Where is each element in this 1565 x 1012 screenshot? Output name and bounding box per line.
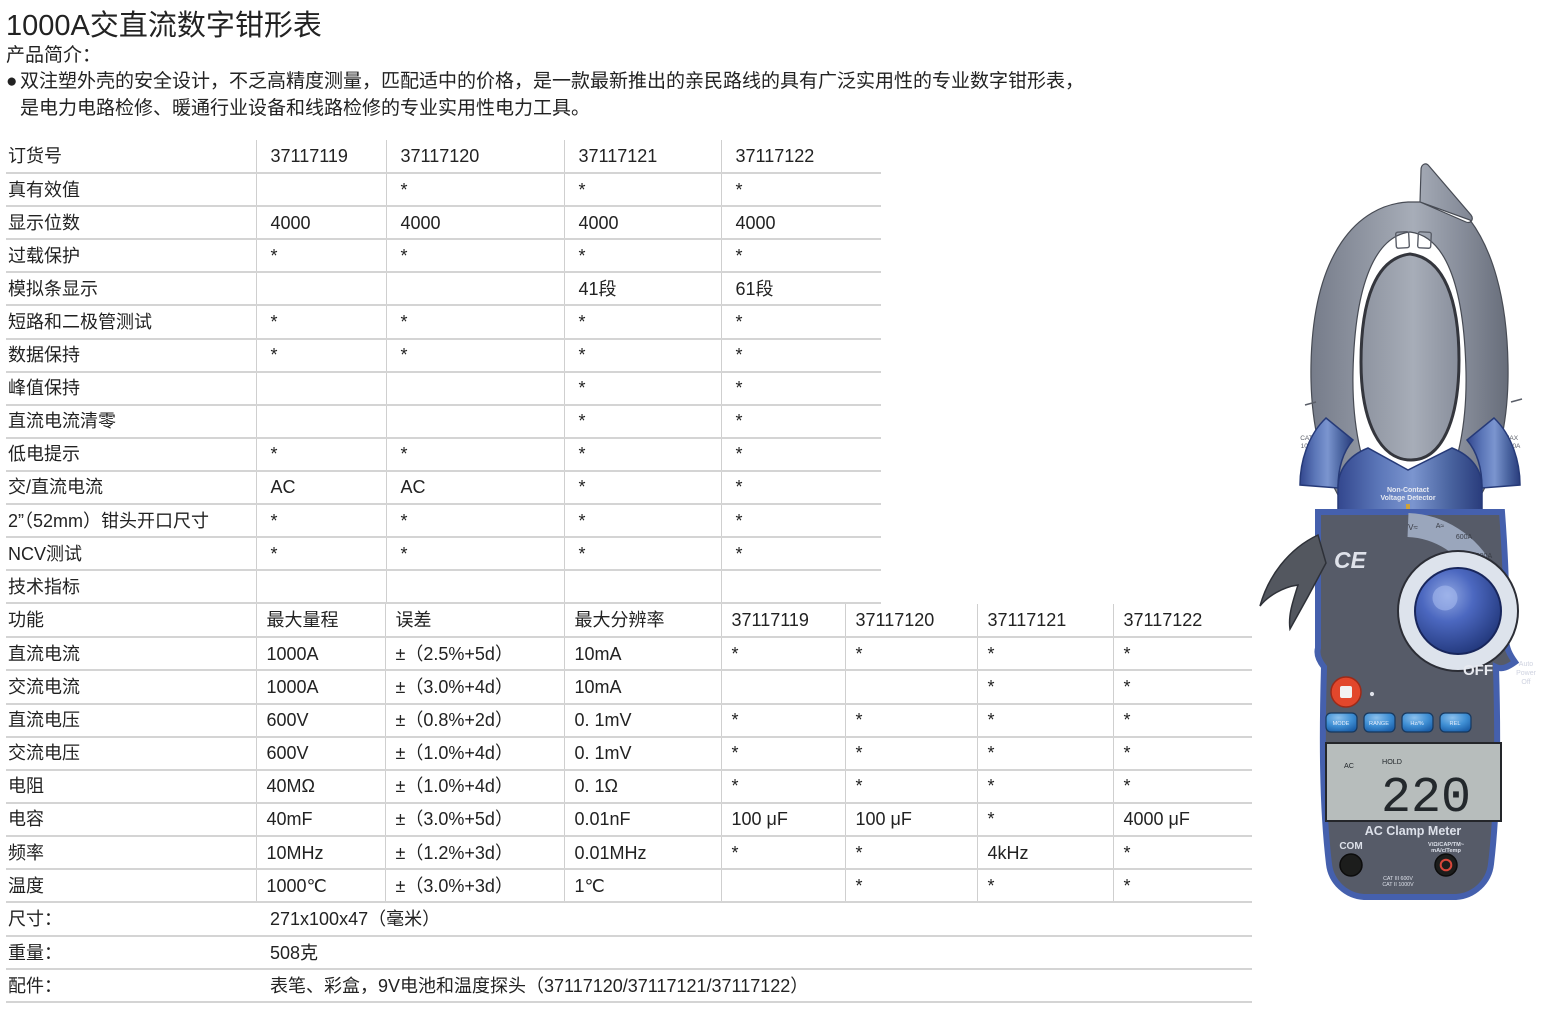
svg-text:HOLD: HOLD: [1382, 757, 1402, 766]
svg-text:V≈: V≈: [1408, 523, 1418, 532]
svg-text:Hz/%: Hz/%: [1410, 721, 1423, 727]
svg-text:Auto: Auto: [1519, 661, 1534, 668]
svg-text:600A: 600A: [1456, 534, 1473, 541]
svg-text:COM: COM: [1339, 841, 1362, 852]
svg-text:REL: REL: [1450, 721, 1461, 727]
svg-text:RANGE: RANGE: [1369, 721, 1389, 727]
svg-text:220: 220: [1381, 770, 1471, 827]
svg-text:AC: AC: [1344, 761, 1354, 770]
svg-text:AC Clamp Meter: AC Clamp Meter: [1365, 824, 1462, 838]
svg-text:Voltage Detector: Voltage Detector: [1380, 495, 1435, 502]
svg-text:CE: CE: [1334, 547, 1367, 573]
svg-text:A≈: A≈: [1436, 523, 1445, 530]
svg-text:Power: Power: [1516, 670, 1537, 677]
svg-text:OFF: OFF: [1463, 662, 1493, 679]
svg-text:Off: Off: [1521, 679, 1530, 686]
svg-text:Non-Contact: Non-Contact: [1387, 487, 1430, 494]
svg-text:mA/c/Temp: mA/c/Temp: [1431, 848, 1461, 854]
svg-text:CAT II 1000V: CAT II 1000V: [1382, 882, 1414, 888]
svg-text:MODE: MODE: [1333, 721, 1350, 727]
